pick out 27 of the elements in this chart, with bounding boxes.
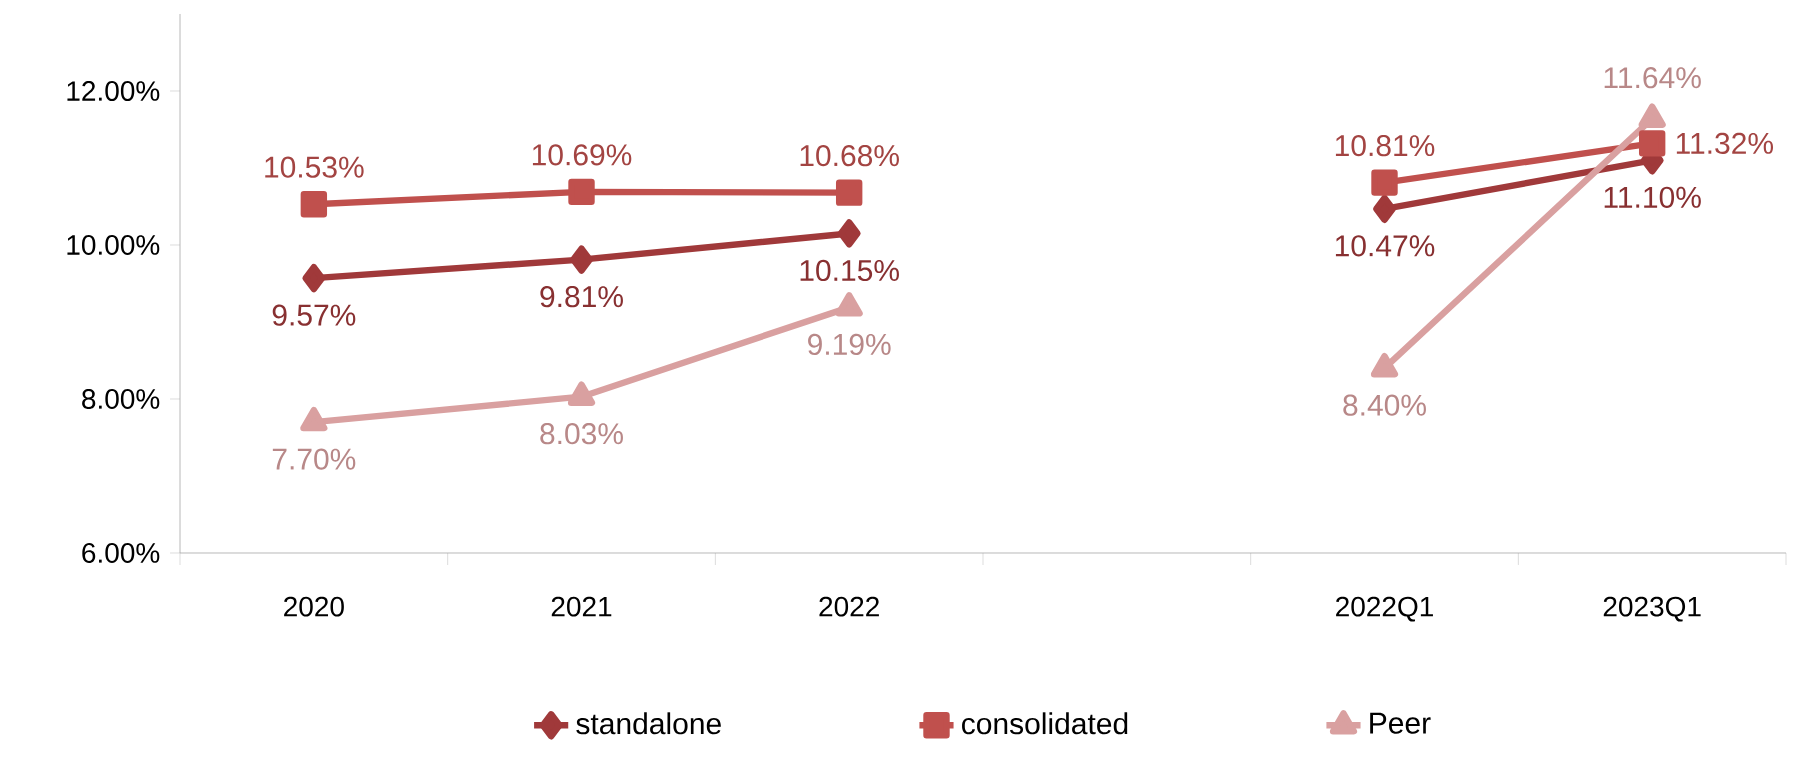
x-tick-label: 2022Q1	[1336, 596, 1433, 622]
data-label: 9.19%	[808, 333, 891, 355]
data-label: 9.57%	[272, 304, 356, 326]
data-label: 7.70%	[272, 448, 356, 470]
y-tick-label: 10.00%	[67, 235, 160, 255]
data-label: 10.47%	[1335, 235, 1435, 257]
x-tick-label: 2021	[551, 596, 612, 617]
data-label: 11.64%	[1604, 67, 1701, 89]
data-label: 10.53%	[265, 156, 364, 178]
x-tick-label: 2020	[284, 596, 344, 617]
data-label: 8.03%	[540, 423, 623, 445]
data-label: 11.10%	[1604, 186, 1701, 208]
data-label: 10.15%	[800, 259, 899, 282]
data-label: 10.68%	[800, 144, 899, 167]
legend-label: standalone	[576, 712, 721, 735]
y-tick-label: 8.00%	[82, 389, 160, 409]
data-label: 8.40%	[1343, 394, 1426, 416]
data-label: 10.81%	[1335, 134, 1435, 157]
y-tick-label: 6.00%	[82, 543, 160, 563]
data-label: 10.69%	[532, 144, 632, 166]
data-label: 9.81%	[540, 286, 623, 308]
y-tick-label: 12.00%	[67, 81, 160, 101]
x-tick-label: 2023Q1	[1603, 596, 1701, 622]
legend-label: Peer	[1370, 712, 1431, 734]
legend-label: consolidated	[962, 712, 1128, 735]
x-tick-label: 2022	[819, 596, 879, 617]
data-label: 11.32%	[1676, 132, 1774, 154]
